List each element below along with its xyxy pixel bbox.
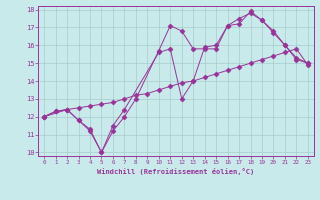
X-axis label: Windchill (Refroidissement éolien,°C): Windchill (Refroidissement éolien,°C) bbox=[97, 168, 255, 175]
